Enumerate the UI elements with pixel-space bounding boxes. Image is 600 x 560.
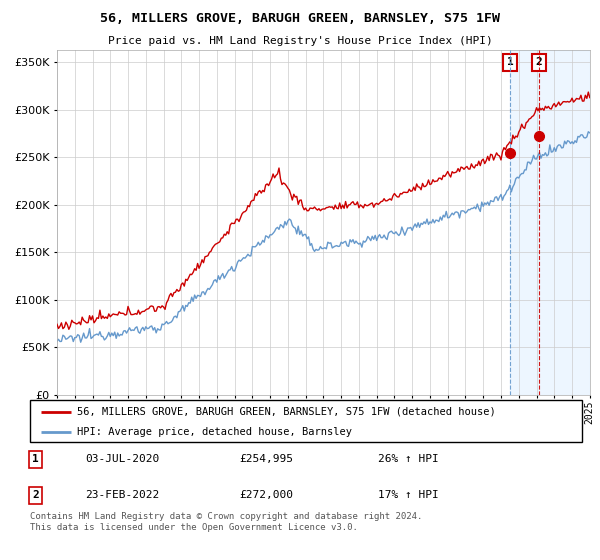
Text: HPI: Average price, detached house, Barnsley: HPI: Average price, detached house, Barn… xyxy=(77,427,352,437)
Text: 23-FEB-2022: 23-FEB-2022 xyxy=(85,491,160,501)
Text: 26% ↑ HPI: 26% ↑ HPI xyxy=(378,454,439,464)
Text: £272,000: £272,000 xyxy=(240,491,294,501)
Text: 17% ↑ HPI: 17% ↑ HPI xyxy=(378,491,439,501)
Text: 56, MILLERS GROVE, BARUGH GREEN, BARNSLEY, S75 1FW (detached house): 56, MILLERS GROVE, BARUGH GREEN, BARNSLE… xyxy=(77,407,496,417)
FancyBboxPatch shape xyxy=(30,400,582,442)
Text: 56, MILLERS GROVE, BARUGH GREEN, BARNSLEY, S75 1FW: 56, MILLERS GROVE, BARUGH GREEN, BARNSLE… xyxy=(100,12,500,25)
Text: £254,995: £254,995 xyxy=(240,454,294,464)
Text: 1: 1 xyxy=(506,57,513,67)
Text: 2: 2 xyxy=(536,57,542,67)
Text: Contains HM Land Registry data © Crown copyright and database right 2024.
This d: Contains HM Land Registry data © Crown c… xyxy=(30,512,422,532)
Text: 03-JUL-2020: 03-JUL-2020 xyxy=(85,454,160,464)
Text: 2: 2 xyxy=(32,491,39,501)
Bar xyxy=(510,50,590,395)
Text: 1: 1 xyxy=(32,454,39,464)
Text: Price paid vs. HM Land Registry's House Price Index (HPI): Price paid vs. HM Land Registry's House … xyxy=(107,36,493,46)
